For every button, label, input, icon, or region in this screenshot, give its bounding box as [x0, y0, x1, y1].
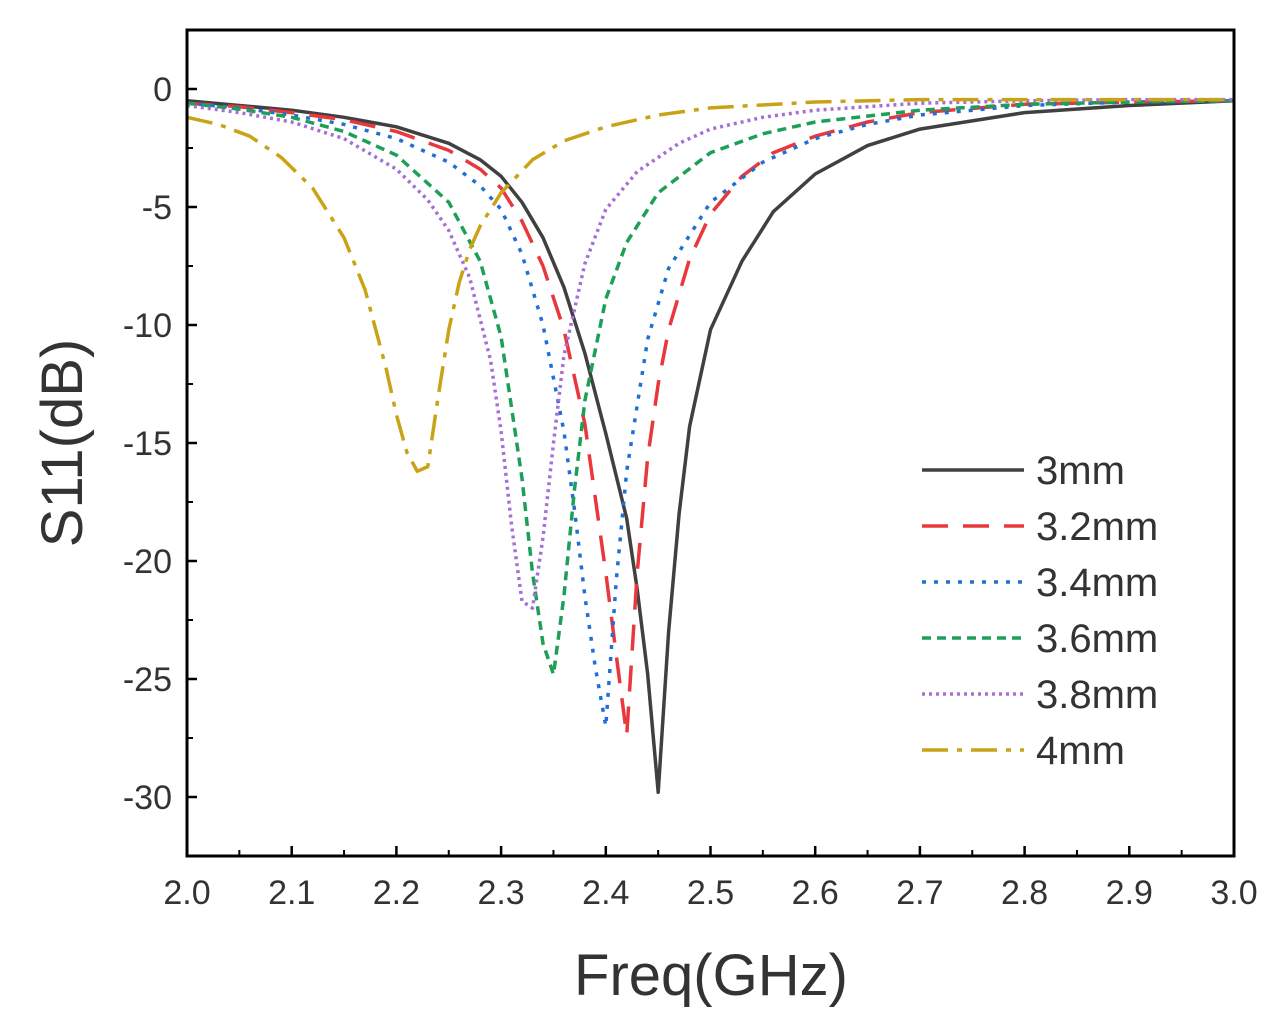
legend-label-3mm: 3mm	[1036, 449, 1125, 493]
x-tick-label: 2.9	[1106, 874, 1153, 912]
x-tick-label: 2.0	[163, 874, 210, 912]
x-tick-label: 2.2	[373, 874, 420, 912]
y-tick-label: -10	[123, 307, 172, 345]
legend-label-4mm: 4mm	[1036, 729, 1125, 773]
y-tick-label: -25	[123, 661, 172, 699]
legend-label-3.2mm: 3.2mm	[1036, 505, 1158, 549]
series-line-3.6mm	[186, 99, 1235, 677]
x-tick-label: 2.8	[1001, 874, 1048, 912]
series-layer	[186, 97, 1235, 795]
y-tick-label: -20	[123, 543, 172, 581]
x-axis-title: Freq(GHz)	[574, 943, 848, 1008]
ticks-layer: 2.0 2.1 2.2 2.3 2.4 2.5 2.6 2.7 2.8 2.9 3.0 0 -5 -10 -…	[123, 29, 1258, 912]
x-tick-label: 2.6	[792, 874, 839, 912]
series-line-4mm	[186, 97, 1234, 474]
legend-label-3.8mm: 3.8mm	[1036, 673, 1158, 717]
x-tick-label: 3.0	[1210, 874, 1257, 912]
series-line-3.2mm	[186, 99, 1235, 738]
y-tick-label: -30	[123, 779, 172, 817]
legend: 3mm 3.2mm 3.4mm 3.6mm 3.8mm 4mm	[922, 449, 1158, 773]
y-tick-label: -5	[142, 189, 172, 227]
x-tick-label: 2.4	[582, 874, 629, 912]
y-axis-title: S11(dB)	[30, 339, 95, 547]
y-tick-label: 0	[153, 71, 172, 109]
x-tick-label: 2.3	[477, 874, 524, 912]
x-tick-label: 2.1	[268, 874, 315, 912]
series-line-3.4mm	[186, 99, 1235, 728]
x-tick-label: 2.5	[687, 874, 734, 912]
legend-label-3.6mm: 3.6mm	[1036, 617, 1158, 661]
x-tick-label: 2.7	[896, 874, 943, 912]
y-tick-label: -15	[123, 425, 172, 463]
series-line-3.8mm	[186, 97, 1234, 610]
legend-label-3.4mm: 3.4mm	[1036, 561, 1158, 605]
